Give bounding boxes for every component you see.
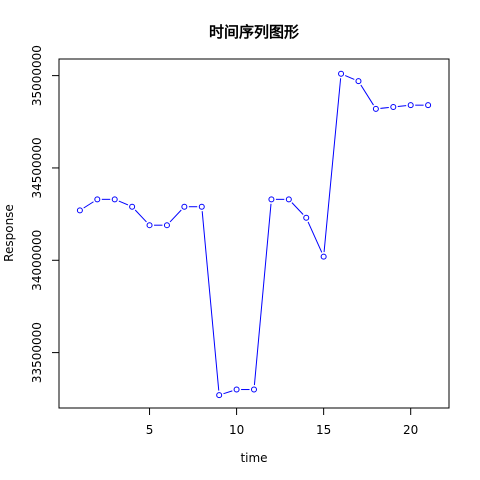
data-point — [251, 386, 257, 393]
series-line-segment — [380, 106, 389, 109]
x-axis-label: time — [240, 451, 267, 465]
series-line-segment — [134, 209, 147, 223]
data-point — [268, 196, 275, 203]
data-point — [407, 102, 414, 109]
data-point — [198, 203, 205, 210]
data-point — [146, 222, 153, 229]
series-line-segment — [291, 202, 304, 215]
series-line-segment — [397, 105, 407, 108]
data-point — [181, 203, 188, 210]
series-line-segment — [223, 390, 233, 395]
data-point — [94, 196, 101, 203]
data-point — [216, 392, 223, 399]
x-axis: 5 10 15 20 — [146, 408, 418, 437]
series-line-segment — [169, 209, 182, 223]
y-tick-label: 35000000 — [30, 45, 44, 106]
chart-title: 时间序列图形 — [209, 23, 299, 41]
data-point — [338, 70, 345, 77]
data-point — [111, 196, 118, 203]
x-tick-label: 20 — [403, 423, 418, 437]
data-point — [163, 222, 170, 229]
data-point — [233, 386, 240, 393]
data-point — [355, 78, 362, 85]
y-axis-label: Response — [2, 204, 16, 262]
series-line-segment — [323, 78, 342, 253]
series-line-segment — [253, 203, 272, 386]
series-line-segment — [118, 200, 129, 206]
series-line-segment — [345, 75, 355, 80]
series-line-segment — [201, 211, 220, 391]
y-tick-label: 34000000 — [30, 230, 44, 291]
y-axis: 33500000 34000000 34500000 35000000 — [30, 45, 59, 383]
data-point — [303, 214, 310, 221]
y-tick-label: 34500000 — [30, 137, 44, 198]
x-tick-label: 15 — [316, 423, 331, 437]
data-point — [425, 102, 432, 109]
data-point — [129, 203, 136, 210]
plot-frame — [58, 58, 450, 409]
data-point — [390, 104, 397, 111]
data-point — [285, 196, 292, 203]
y-tick-label: 33500000 — [30, 322, 44, 383]
x-tick-label: 5 — [146, 423, 154, 437]
data-point — [372, 105, 379, 112]
data-point — [320, 253, 327, 260]
data-point — [76, 207, 83, 214]
series-line-segment — [83, 201, 94, 209]
series-line-segment — [360, 84, 374, 106]
series-response — [76, 70, 432, 399]
x-tick-label: 10 — [229, 423, 244, 437]
series-line-segment — [307, 221, 323, 253]
